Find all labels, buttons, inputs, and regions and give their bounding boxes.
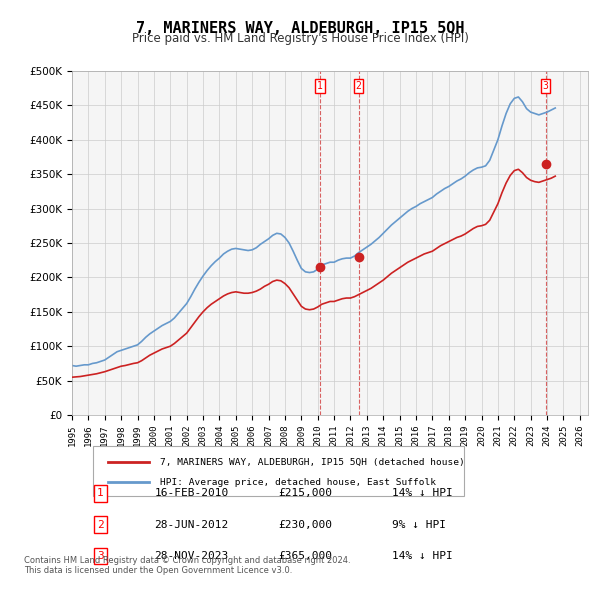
Text: 3: 3 [542,81,548,91]
Text: 14% ↓ HPI: 14% ↓ HPI [392,551,452,561]
Text: 2: 2 [97,520,104,530]
Text: £230,000: £230,000 [278,520,332,530]
Text: 7, MARINERS WAY, ALDEBURGH, IP15 5QH: 7, MARINERS WAY, ALDEBURGH, IP15 5QH [136,21,464,35]
Text: 1: 1 [97,489,104,499]
Text: 9% ↓ HPI: 9% ↓ HPI [392,520,446,530]
Text: Price paid vs. HM Land Registry's House Price Index (HPI): Price paid vs. HM Land Registry's House … [131,32,469,45]
Text: HPI: Average price, detached house, East Suffolk: HPI: Average price, detached house, East… [160,478,436,487]
Text: £215,000: £215,000 [278,489,332,499]
Text: Contains HM Land Registry data © Crown copyright and database right 2024.
This d: Contains HM Land Registry data © Crown c… [24,556,350,575]
Text: 7, MARINERS WAY, ALDEBURGH, IP15 5QH (detached house): 7, MARINERS WAY, ALDEBURGH, IP15 5QH (de… [160,457,464,467]
Text: 16-FEB-2010: 16-FEB-2010 [155,489,229,499]
Text: 2: 2 [356,81,361,91]
Text: £365,000: £365,000 [278,551,332,561]
Text: 3: 3 [97,551,104,561]
Text: 28-NOV-2023: 28-NOV-2023 [155,551,229,561]
Text: 28-JUN-2012: 28-JUN-2012 [155,520,229,530]
Text: 1: 1 [317,81,323,91]
Text: 14% ↓ HPI: 14% ↓ HPI [392,489,452,499]
